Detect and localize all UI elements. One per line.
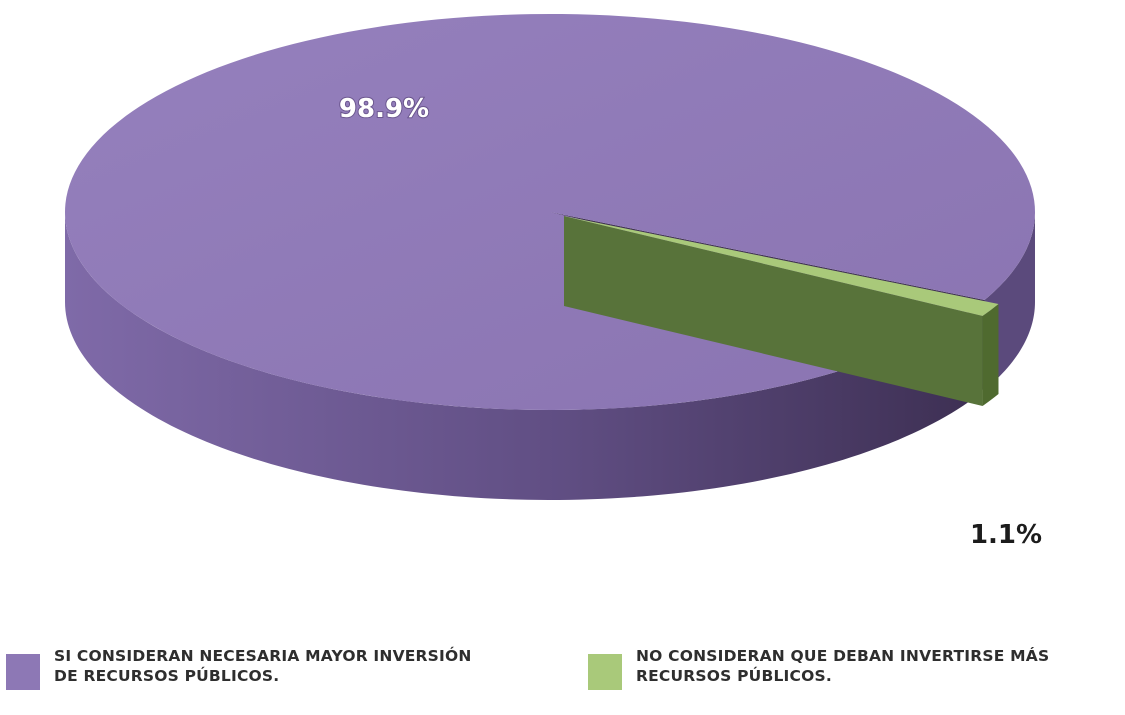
legend: SI CONSIDERAN NECESARIA MAYOR INVERSIÓN …: [0, 646, 1125, 715]
slice-si-value-label: 98.9%: [339, 94, 429, 124]
pie-chart: 98.9% 1.1%: [65, 13, 1042, 550]
pie-labels: 98.9% 1.1%: [338, 93, 1042, 550]
legend-item-si: SI CONSIDERAN NECESARIA MAYOR INVERSIÓN …: [6, 646, 472, 690]
slice-no-side: [982, 303, 999, 407]
slice-no-value-label: 1.1%: [970, 520, 1042, 550]
legend-label-si-line-1: SI CONSIDERAN NECESARIA MAYOR INVERSIÓN: [54, 647, 472, 665]
legend-label-si-line-2: DE RECURSOS PÚBLICOS.: [54, 667, 280, 685]
legend-label-no-line-1: NO CONSIDERAN QUE DEBAN INVERTIRSE MÁS: [636, 647, 1050, 665]
legend-label-no-line-2: RECURSOS PÚBLICOS.: [636, 667, 832, 685]
slice-si-side: [65, 212, 969, 500]
pie-slices: [65, 13, 1036, 500]
legend-swatch-no: [588, 654, 622, 690]
legend-item-no: NO CONSIDERAN QUE DEBAN INVERTIRSE MÁS R…: [588, 646, 1049, 690]
slice-no-top: [564, 216, 999, 317]
legend-label-no: NO CONSIDERAN QUE DEBAN INVERTIRSE MÁS R…: [636, 646, 1049, 686]
slice-no-cut-face: [564, 216, 983, 407]
legend-label-si: SI CONSIDERAN NECESARIA MAYOR INVERSIÓN …: [54, 646, 472, 686]
legend-swatch-si: [6, 654, 40, 690]
